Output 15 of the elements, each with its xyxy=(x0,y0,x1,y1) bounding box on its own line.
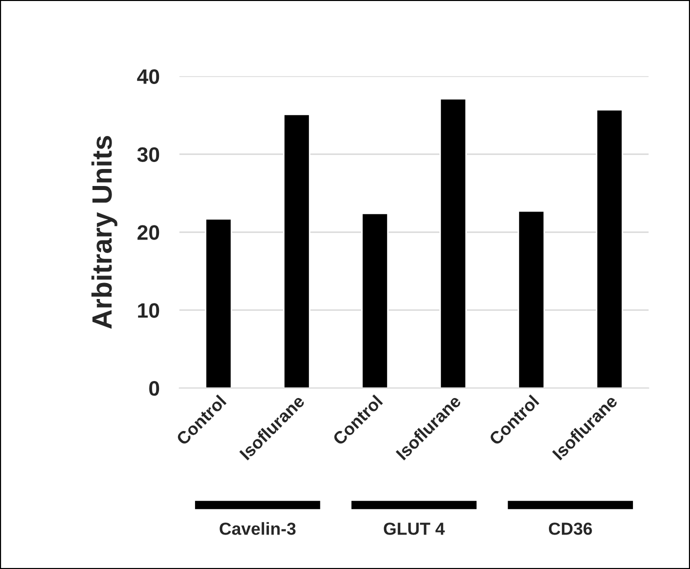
y-tick-label: 40 xyxy=(137,69,160,84)
bar xyxy=(361,212,388,388)
bar xyxy=(204,218,232,388)
text: Cavelin-3 xyxy=(220,522,296,535)
y-tick-label: 0 xyxy=(149,381,160,396)
bar xyxy=(518,210,545,388)
bar xyxy=(440,98,467,388)
bar xyxy=(283,114,310,388)
y-tick-label: 30 xyxy=(137,147,160,162)
bar xyxy=(596,109,624,388)
text: GLUT 4 xyxy=(384,522,445,535)
y-axis-title: Arbitrary Units xyxy=(91,136,118,329)
y-tick-label: 20 xyxy=(138,225,160,240)
text: CD36 xyxy=(548,522,592,535)
y-tick-label: 10 xyxy=(138,303,160,318)
